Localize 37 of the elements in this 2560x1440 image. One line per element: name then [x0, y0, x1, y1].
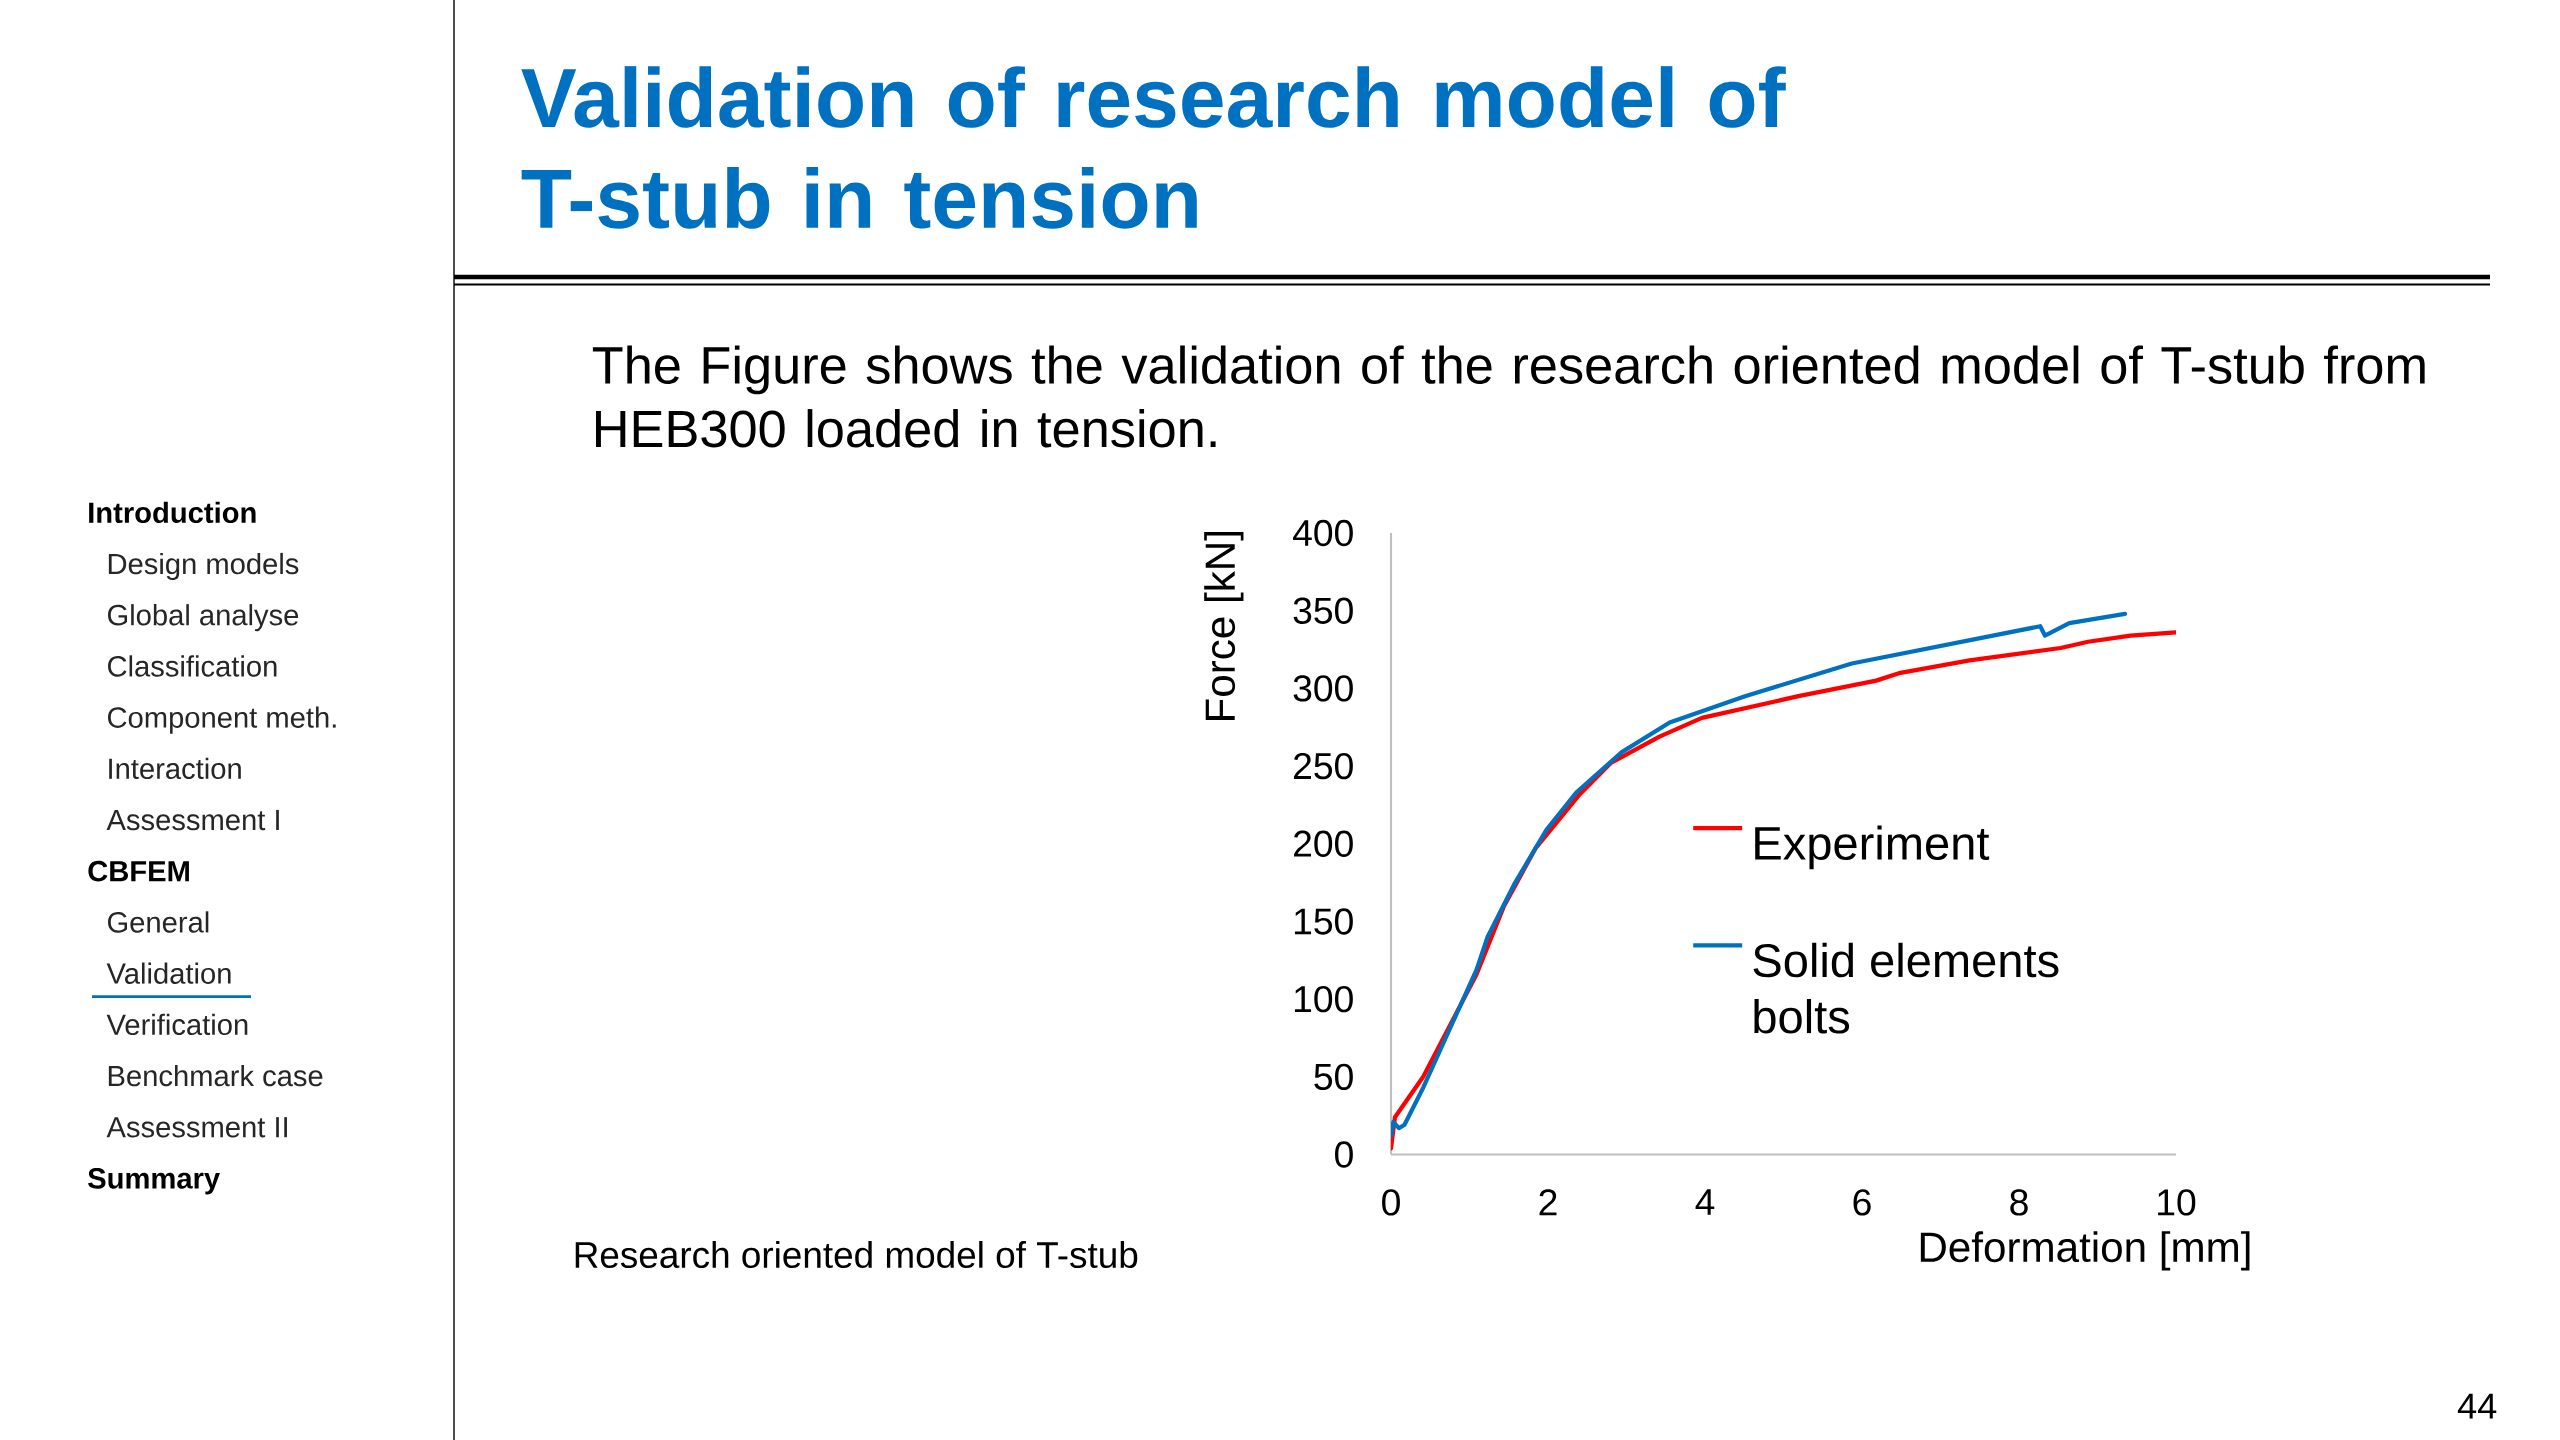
- text: 44: [2457, 1393, 2497, 1419]
- text: Assessment II: [106, 1117, 287, 1138]
- text: Benchmark case: [108, 1064, 323, 1087]
- text: Global analyse: [107, 604, 299, 632]
- y-tick-label: 0: [1335, 1141, 1353, 1168]
- x-tick-label: 4: [1695, 1189, 1715, 1215]
- x-tick-label: 2: [1539, 1189, 1557, 1216]
- x-tick-label: 10: [2158, 1189, 2196, 1216]
- y-tick-label: 250: [1294, 752, 1353, 780]
- y-axis-title: Force [kN]: [1204, 532, 1244, 721]
- y-tick-label: 150: [1294, 908, 1353, 935]
- text: Component meth.: [107, 706, 336, 734]
- text: Assessment I: [106, 809, 279, 831]
- legend-label: Experiment: [1755, 825, 1990, 870]
- text: Design models: [108, 552, 299, 581]
- text: Introduction: [89, 501, 256, 524]
- y-tick-label: 300: [1293, 675, 1353, 702]
- text: CBFEM: [88, 860, 189, 882]
- y-tick-label: 350: [1293, 597, 1353, 624]
- y-tick-label: 50: [1314, 1063, 1353, 1091]
- text: Summary: [88, 1168, 220, 1195]
- text: General: [107, 911, 209, 933]
- chart-title: Validation of research model of T-stub in tension: [521, 66, 1786, 229]
- text: Verification: [106, 1013, 248, 1036]
- y-tick-label: 100: [1294, 985, 1353, 1013]
- text: Validation: [106, 962, 231, 984]
- x-tick-label: 6: [1853, 1189, 1871, 1216]
- text: Research oriented model of T-stub: [575, 1240, 1138, 1269]
- x-tick-label: 0: [1382, 1189, 1400, 1216]
- text: Classification: [107, 655, 277, 677]
- text: Interaction: [109, 757, 241, 780]
- legend-label: Solid elements bolts: [1753, 942, 2059, 1034]
- y-tick-label: 200: [1294, 830, 1353, 857]
- x-tick-label: 8: [2010, 1189, 2028, 1216]
- x-axis-title: Deformation [mm]: [1920, 1231, 2250, 1271]
- y-tick-label: 400: [1293, 519, 1353, 547]
- chart-subtitle: The Figure shows the validation of the research oriented model of T-stub from HEB300 loaded in tension.: [592, 345, 2425, 448]
